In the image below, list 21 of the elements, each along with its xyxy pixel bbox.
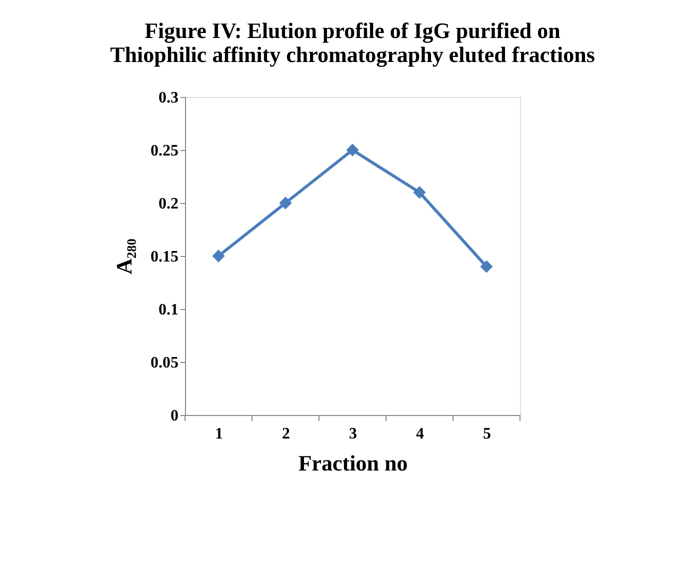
x-tick-label: 5 [483,426,491,442]
x-tick-label: 4 [416,426,424,442]
point [346,144,359,156]
y-tick-label: 0.2 [158,196,178,212]
y-tick-label: 0.3 [158,90,178,106]
y-tick-label: 0 [170,408,178,424]
text: Thiophilic affinity chromatography eluted fractions [110,42,595,67]
y-axis-title: A₂₈₀ [112,238,136,274]
point [279,196,292,210]
point [212,250,225,262]
x-axis-title: Fraction no [298,450,408,476]
text: Figure IV: Elution profile of IgG purified on [144,18,560,43]
y-tick-label: 0.05 [150,354,178,372]
x-tick-label: 1 [215,426,223,442]
y-tick-label: 0.1 [158,302,178,318]
y-tick-label: 0.25 [150,142,178,160]
x-tick-label: 2 [282,426,290,442]
y-tick-label: 0.15 [150,248,178,266]
point [413,186,426,199]
x-tick-label: 3 [349,426,357,442]
point [480,260,493,273]
